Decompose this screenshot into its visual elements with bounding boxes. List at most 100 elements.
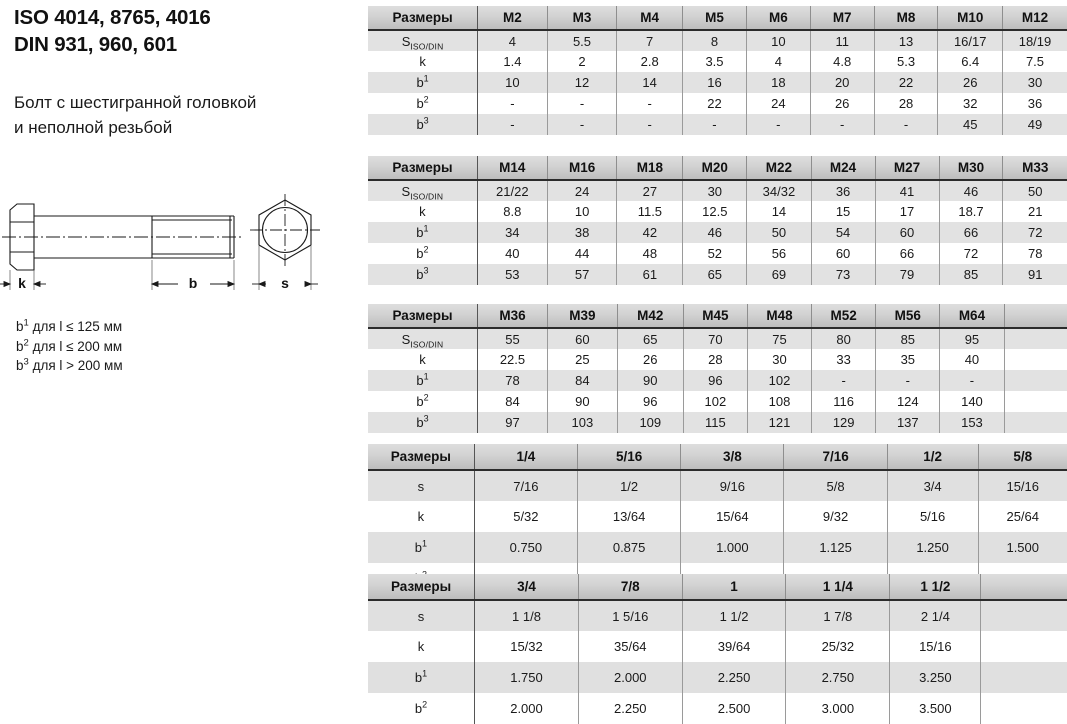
cell-b1-M56: - (875, 370, 941, 391)
cell-b3-M22: 69 (746, 264, 812, 285)
cell-b2-7/8: 2.250 (578, 693, 683, 724)
table-row: b1 1.750 2.000 2.250 2.750 3.250 (368, 662, 1067, 693)
row-label-b1: b1 (368, 222, 478, 243)
cell-b2-M22: 56 (746, 243, 812, 264)
cell-k-M48: 30 (747, 349, 813, 370)
cell-k-M39: 25 (547, 349, 618, 370)
cell-b1-M6: 18 (746, 72, 811, 93)
cell-b2-1 1/4: 3.000 (785, 693, 891, 724)
cell-k-5/8: 25/64 (978, 501, 1067, 532)
cell-b1-M12: 30 (1002, 72, 1067, 93)
cell-b2-M39: 90 (547, 391, 618, 412)
cell-b1-M42: 90 (617, 370, 684, 391)
header-size-M12: M12 (1002, 6, 1067, 31)
cell-k-empty (980, 631, 1067, 662)
cell-s-7/8: 1 5/16 (578, 600, 683, 631)
cell-b1-M4: 14 (616, 72, 684, 93)
header-dimension-label: Размеры (368, 444, 475, 471)
product-description: Болт с шестигранной головкой и неполной … (14, 90, 344, 140)
cell-k-M45: 28 (683, 349, 748, 370)
row-label-k: k (368, 501, 475, 532)
cell-b2-M3: - (547, 93, 618, 114)
info-panel: ISO 4014, 8765, 4016 DIN 931, 960, 601 Б… (0, 0, 360, 720)
header-size-M20: M20 (682, 156, 748, 181)
cell-b3-M14: 53 (477, 264, 548, 285)
cell-s-empty (980, 600, 1067, 631)
cell-b3-M33: 91 (1002, 264, 1067, 285)
cell-s_iso-M56: 85 (875, 328, 941, 349)
cell-s_iso-M45: 70 (683, 328, 748, 349)
cell-b2-M48: 108 (747, 391, 813, 412)
cell-b1-1/4: 0.750 (474, 532, 579, 563)
cell-b1-1 1/4: 2.750 (785, 662, 891, 693)
table-row: b1 34 38 42 46 50 54 60 66 72 (368, 222, 1067, 243)
cell-b3-M52: 129 (811, 412, 877, 433)
header-size-M48: M48 (747, 304, 813, 329)
cell-k-M52: 33 (811, 349, 877, 370)
cell-b1-5/8: 1.500 (978, 532, 1067, 563)
cell-b3-M20: 65 (682, 264, 748, 285)
cell-b1-M18: 42 (616, 222, 684, 243)
cell-b3-M3: - (547, 114, 618, 135)
table-metric-m36-m64: Размеры M36 M39 M42 M45 M48 M52 M56 M64 SISO/DIN 5… (368, 304, 1067, 433)
cell-b3-empty (1004, 412, 1067, 433)
cell-k-M16: 10 (547, 201, 618, 222)
cell-b2-M12: 36 (1002, 93, 1067, 114)
table-row: b1 10 12 14 16 18 20 22 26 30 (368, 72, 1067, 93)
cell-k-M10: 6.4 (937, 51, 1003, 72)
footnote-b1: b1 для l ≤ 125 мм (16, 317, 123, 334)
cell-b1-M2: 10 (477, 72, 548, 93)
header-size-M42: M42 (617, 304, 684, 329)
standards-title: ISO 4014, 8765, 4016 DIN 931, 960, 601 (14, 4, 354, 58)
cell-k-M5: 3.5 (682, 51, 747, 72)
table-header-row: Размеры M36 M39 M42 M45 M48 M52 M56 M64 (368, 304, 1067, 329)
cell-k-M20: 12.5 (682, 201, 748, 222)
cell-b2-M14: 40 (477, 243, 548, 264)
row-label-b2: b2 (368, 93, 479, 114)
row-label-k: k (368, 349, 479, 370)
cell-k-M24: 15 (811, 201, 876, 222)
cell-b3-M56: 137 (875, 412, 941, 433)
cell-b1-5/16: 0.875 (577, 532, 682, 563)
footnotes-block: b1 для l ≤ 125 мм b2 для l ≤ 200 мм b3 д… (16, 317, 316, 376)
header-size-M24: M24 (811, 156, 876, 181)
cell-k-M64: 40 (939, 349, 1005, 370)
header-size-M56: M56 (875, 304, 941, 329)
cell-b3-M42: 109 (617, 412, 684, 433)
footnote-b2: b2 для l ≤ 200 мм (16, 337, 123, 354)
product-description-line-1: Болт с шестигранной головкой (14, 93, 257, 112)
row-label-b2: b2 (368, 693, 476, 724)
cell-b1-7/8: 2.000 (578, 662, 683, 693)
row-label-b1: b1 (368, 72, 479, 93)
header-size-3/8: 3/8 (680, 444, 785, 471)
cell-s-3/4: 1 1/8 (474, 600, 579, 631)
cell-s-7/16: 5/8 (783, 470, 888, 501)
header-size-5/16: 5/16 (577, 444, 682, 471)
cell-s_iso-M33: 50 (1002, 180, 1067, 201)
cell-s_iso-M4: 7 (616, 30, 684, 51)
cell-b3-M36: 97 (477, 412, 548, 433)
cell-b3-M12: 49 (1002, 114, 1067, 135)
cell-k-5/16: 13/64 (577, 501, 682, 532)
cell-b1-empty (1004, 370, 1067, 391)
row-label-b3: b3 (368, 412, 479, 433)
cell-k-M27: 17 (875, 201, 940, 222)
cell-b2-M36: 84 (477, 391, 548, 412)
dimension-label-k: k (18, 275, 26, 291)
table-row: b3 53 57 61 65 69 73 79 85 91 (368, 264, 1067, 285)
cell-b3-M2: - (477, 114, 548, 135)
cell-b2-M56: 124 (875, 391, 941, 412)
header-size-M7: M7 (810, 6, 875, 31)
row-label-b1: b1 (368, 532, 475, 563)
cell-b3-M8: - (874, 114, 939, 135)
product-description-line-2: и неполной резьбой (14, 118, 173, 137)
cell-k-M3: 2 (547, 51, 618, 72)
cell-b3-M39: 103 (547, 412, 618, 433)
table-row: b3- - - - - - -45 49 (368, 114, 1067, 135)
row-label-b2: b2 (368, 243, 478, 264)
cell-b2-M27: 66 (875, 243, 940, 264)
cell-b1-M22: 50 (746, 222, 812, 243)
cell-s_iso-M42: 65 (617, 328, 684, 349)
table-metric-m2-m12: Размеры M2 M3 M4 M5 M6 M7 M8 M10 M12 SISO/DIN 4 5.5 7… (368, 6, 1067, 135)
cell-b2-M30: 72 (939, 243, 1004, 264)
